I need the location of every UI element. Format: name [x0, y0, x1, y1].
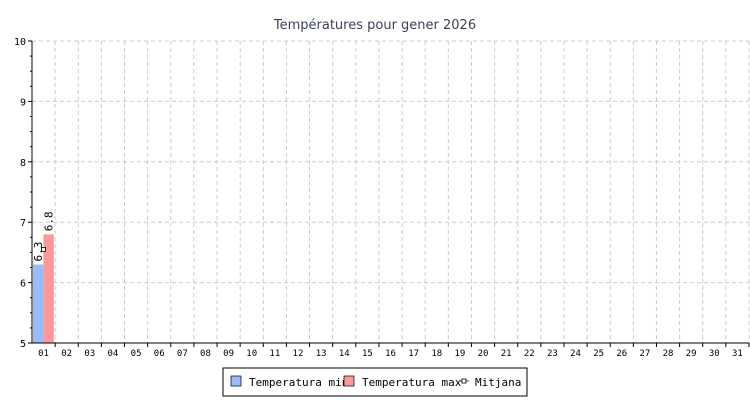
bar-max — [43, 234, 54, 343]
legend-swatch-min — [230, 375, 242, 387]
y-tick-label: 10 — [14, 37, 26, 48]
mean-marker — [41, 246, 46, 252]
x-tick-label: 29 — [686, 349, 697, 359]
x-tick-label: 10 — [246, 349, 257, 359]
x-tick-label: 06 — [154, 349, 165, 359]
data-label: 6.3 — [32, 242, 45, 262]
x-tick-label: 02 — [61, 349, 72, 359]
x-tick-label: 08 — [200, 349, 211, 359]
x-tick-label: 03 — [84, 349, 95, 359]
y-tick-label: 8 — [20, 158, 26, 169]
x-tick-label: 17 — [408, 349, 419, 359]
x-tick-label: 22 — [524, 349, 535, 359]
x-tick-label: 26 — [616, 349, 627, 359]
x-tick-label: 21 — [501, 349, 512, 359]
bar-min — [33, 264, 44, 343]
x-tick-label: 31 — [732, 349, 743, 359]
y-tick-label: 6 — [20, 279, 26, 290]
chart-title: Températures pour gener 2026 — [273, 18, 476, 33]
legend-label-max: Temperatura max — [362, 376, 462, 389]
x-tick-label: 15 — [362, 349, 373, 359]
x-tick-label: 12 — [293, 349, 304, 359]
y-tick-label: 7 — [20, 218, 26, 229]
x-tick-label: 04 — [108, 349, 119, 359]
x-tick-label: 11 — [269, 349, 280, 359]
x-tick-label: 07 — [177, 349, 188, 359]
data-label: 6.8 — [43, 211, 56, 231]
x-tick-label: 19 — [454, 349, 465, 359]
x-tick-label: 25 — [593, 349, 604, 359]
x-tick-label: 23 — [547, 349, 558, 359]
legend-swatch-max — [343, 375, 355, 387]
x-tick-label: 05 — [131, 349, 142, 359]
x-tick-label: 01 — [38, 349, 49, 359]
x-tick-label: 27 — [639, 349, 650, 359]
x-tick-label: 30 — [709, 349, 720, 359]
y-tick-label: 5 — [20, 339, 26, 350]
x-tick-label: 18 — [431, 349, 442, 359]
legend: Temperatura min Temperatura max Mitjana — [222, 367, 528, 397]
x-tick-label: 16 — [385, 349, 396, 359]
x-tick-label: 13 — [316, 349, 327, 359]
legend-label-mean: Mitjana — [475, 376, 521, 389]
legend-label-min: Temperatura min — [249, 376, 348, 389]
x-tick-label: 20 — [478, 349, 489, 359]
x-tick-label: 09 — [223, 349, 234, 359]
x-tick-label: 28 — [663, 349, 674, 359]
x-tick-label: 24 — [570, 349, 581, 359]
x-tick-label: 14 — [339, 349, 350, 359]
legend-marker-mean — [461, 378, 467, 384]
y-tick-label: 9 — [20, 97, 26, 108]
